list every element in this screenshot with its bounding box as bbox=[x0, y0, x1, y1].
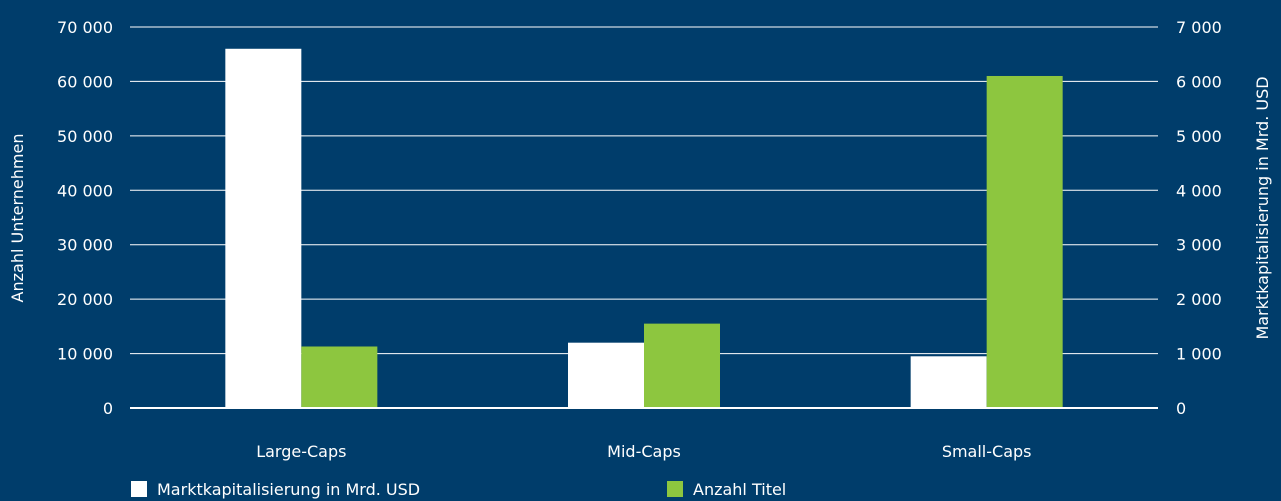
legend-label-anzahl-titel: Anzahl Titel bbox=[693, 480, 786, 499]
category-label: Small-Caps bbox=[942, 442, 1032, 461]
right-tick-label: 3 000 bbox=[1176, 236, 1222, 255]
left-tick-label: 30 000 bbox=[57, 236, 113, 255]
legend-label-market-cap: Marktkapitalisierung in Mrd. USD bbox=[157, 480, 420, 499]
right-tick-label: 4 000 bbox=[1176, 181, 1222, 200]
left-tick-label: 60 000 bbox=[57, 72, 113, 91]
grid-lines bbox=[130, 26, 1158, 355]
category-label: Large-Caps bbox=[256, 442, 346, 461]
legend-swatch-market-cap bbox=[131, 481, 147, 497]
left-tick-label: 70 000 bbox=[57, 18, 113, 37]
legend: Marktkapitalisierung in Mrd. USD Anzahl … bbox=[131, 480, 786, 499]
bar-market-cap bbox=[568, 342, 644, 408]
left-tick-label: 10 000 bbox=[57, 345, 113, 364]
bars bbox=[225, 48, 1063, 409]
legend-swatch-anzahl-titel bbox=[667, 481, 683, 497]
left-tick-label: 50 000 bbox=[57, 127, 113, 146]
left-tick-label: 20 000 bbox=[57, 290, 113, 309]
left-tick-label: 40 000 bbox=[57, 181, 113, 200]
right-tick-label: 0 bbox=[1176, 399, 1186, 418]
bar-market-cap bbox=[225, 48, 302, 409]
right-tick-label: 1 000 bbox=[1176, 345, 1222, 364]
bar-anzahl-titel bbox=[644, 323, 720, 408]
right-tick-label: 6 000 bbox=[1176, 72, 1222, 91]
left-tick-label: 0 bbox=[103, 399, 113, 418]
left-axis-ticks: 0 10 000 20 000 30 000 40 000 50 000 60 000 70 … bbox=[57, 18, 113, 418]
left-axis-title: Anzahl Unternehmen bbox=[8, 134, 27, 303]
category-label: Mid-Caps bbox=[607, 442, 681, 461]
bar-anzahl-titel bbox=[301, 346, 378, 408]
right-axis-title: Marktkapitalisierung in Mrd. USD bbox=[1253, 76, 1272, 339]
bar-anzahl-titel bbox=[986, 75, 1063, 408]
right-tick-label: 5 000 bbox=[1176, 127, 1222, 146]
category-labels: Large-Caps Mid-Caps Small-Caps bbox=[256, 442, 1031, 461]
right-tick-label: 7 000 bbox=[1176, 18, 1222, 37]
right-tick-label: 2 000 bbox=[1176, 290, 1222, 309]
right-axis-ticks: 0 1 000 2 000 3 000 4 000 5 000 6 000 7 000 bbox=[1176, 18, 1222, 418]
bar-market-cap bbox=[910, 356, 987, 408]
